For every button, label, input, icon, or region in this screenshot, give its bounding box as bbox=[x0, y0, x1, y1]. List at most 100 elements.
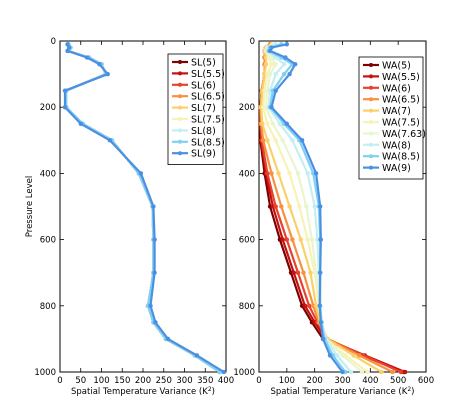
data-point bbox=[151, 204, 156, 209]
series-group bbox=[267, 42, 345, 375]
data-point bbox=[327, 353, 333, 358]
legend-swatch-marker bbox=[369, 142, 373, 147]
legend-label: WA(8.5) bbox=[382, 152, 420, 163]
data-point bbox=[402, 369, 408, 375]
legend-swatch-marker bbox=[369, 131, 373, 136]
data-point bbox=[309, 237, 315, 242]
data-point bbox=[265, 138, 270, 143]
x-tick-label: 150 bbox=[114, 376, 130, 386]
data-point bbox=[390, 369, 395, 375]
data-point bbox=[398, 369, 404, 375]
data-point bbox=[273, 204, 278, 209]
data-point bbox=[305, 237, 310, 242]
data-point bbox=[281, 61, 287, 67]
legend-label: WA(7.5) bbox=[382, 118, 420, 129]
data-point bbox=[273, 138, 278, 143]
data-point bbox=[292, 61, 298, 67]
data-point bbox=[265, 171, 270, 176]
y-tick-label: 400 bbox=[40, 169, 56, 179]
y-tick-label: 200 bbox=[40, 103, 56, 113]
data-point bbox=[269, 171, 274, 176]
legend-label: WA(7.63) bbox=[382, 129, 426, 140]
data-point bbox=[62, 88, 68, 93]
left-chart-panel: 0 50 100 150 200 250 300 350 400 0 200 400 600 800 100… bbox=[25, 37, 234, 397]
data-point bbox=[62, 104, 68, 110]
data-point bbox=[105, 71, 110, 77]
data-point bbox=[277, 121, 283, 127]
x-tick-label: 600 bbox=[418, 376, 434, 386]
legend-label: WA(5.5) bbox=[382, 72, 420, 83]
legend-swatch-marker bbox=[178, 105, 182, 110]
data-point bbox=[295, 270, 301, 275]
data-point bbox=[304, 204, 309, 209]
legend-swatch-marker bbox=[369, 74, 373, 79]
data-point bbox=[152, 270, 157, 275]
y-tick-label: 800 bbox=[40, 302, 56, 312]
data-point bbox=[153, 320, 158, 325]
y-tick-label: 1000 bbox=[34, 368, 56, 378]
legend-swatch-marker bbox=[178, 128, 182, 133]
x-axis-label: Spatial Temperature Variance (K2) bbox=[71, 386, 215, 397]
x-tick-label: 100 bbox=[279, 376, 295, 386]
legend-swatch-marker bbox=[369, 108, 373, 113]
x-tick-label: 350 bbox=[197, 376, 213, 386]
data-point bbox=[301, 270, 306, 275]
legend-label: SL(9) bbox=[191, 149, 216, 160]
data-point bbox=[265, 121, 270, 127]
legend-swatch-marker bbox=[369, 154, 373, 159]
data-point bbox=[365, 369, 370, 375]
data-point bbox=[290, 138, 295, 143]
data-point bbox=[263, 61, 269, 67]
x-tick-label: 50 bbox=[75, 376, 86, 386]
y-tick-label: 400 bbox=[239, 169, 255, 179]
legend: SL(5)SL(5.5)SL(6)SL(6.5)SL(7)SL(7.5)SL(8… bbox=[167, 53, 225, 165]
data-point bbox=[318, 320, 324, 325]
data-point bbox=[273, 71, 278, 77]
y-tick-label: 600 bbox=[239, 236, 255, 246]
y-tick-label: 200 bbox=[239, 103, 255, 113]
data-point bbox=[269, 61, 274, 67]
data-point bbox=[287, 204, 292, 209]
data-point bbox=[308, 270, 313, 275]
legend-label: SL(5) bbox=[191, 58, 216, 69]
data-point bbox=[313, 171, 319, 176]
data-point bbox=[269, 104, 274, 110]
x-tick-label: 200 bbox=[307, 376, 323, 386]
legend-swatch-marker bbox=[369, 85, 373, 90]
data-point bbox=[97, 61, 102, 67]
legend: WA(5)WA(5.5)WA(6)WA(6.5)WA(7)WA(7.5)WA(7… bbox=[358, 56, 426, 180]
data-point bbox=[351, 353, 356, 358]
legend-label: WA(7) bbox=[382, 106, 411, 117]
data-point bbox=[340, 353, 345, 358]
legend-swatch-marker bbox=[178, 139, 182, 144]
x-tick-label: 500 bbox=[390, 376, 406, 386]
data-point bbox=[317, 270, 323, 275]
y-tick-label: 800 bbox=[239, 302, 255, 312]
x-tick-label: 0 bbox=[57, 376, 62, 386]
x-tick-label: 300 bbox=[334, 376, 350, 386]
data-point bbox=[320, 336, 326, 342]
x-tick-label: 400 bbox=[218, 376, 234, 386]
data-point bbox=[273, 88, 278, 93]
legend-swatch-marker bbox=[178, 82, 182, 87]
data-point bbox=[359, 369, 365, 375]
data-point bbox=[379, 369, 384, 375]
legend-label: WA(8) bbox=[382, 140, 411, 151]
x-axis-label: Spatial Temperature Variance (K2) bbox=[271, 386, 415, 397]
data-point bbox=[260, 121, 265, 127]
data-point bbox=[152, 237, 157, 242]
legend-label: WA(6) bbox=[382, 83, 411, 94]
right-chart-panel: 0 100 200 300 400 500 600 0 200 400 600 800 1000 Spat… bbox=[233, 37, 434, 397]
y-tick-label: 1000 bbox=[233, 368, 255, 378]
data-point bbox=[317, 303, 322, 309]
data-point bbox=[276, 171, 281, 176]
legend-label: SL(6) bbox=[191, 80, 216, 91]
data-point bbox=[356, 353, 362, 358]
x-tick-label: 250 bbox=[156, 376, 172, 386]
data-point bbox=[165, 336, 171, 342]
data-point bbox=[148, 303, 153, 309]
legend-label: SL(8.5) bbox=[191, 137, 225, 148]
x-tick-label: 300 bbox=[176, 376, 192, 386]
data-point bbox=[283, 55, 288, 60]
